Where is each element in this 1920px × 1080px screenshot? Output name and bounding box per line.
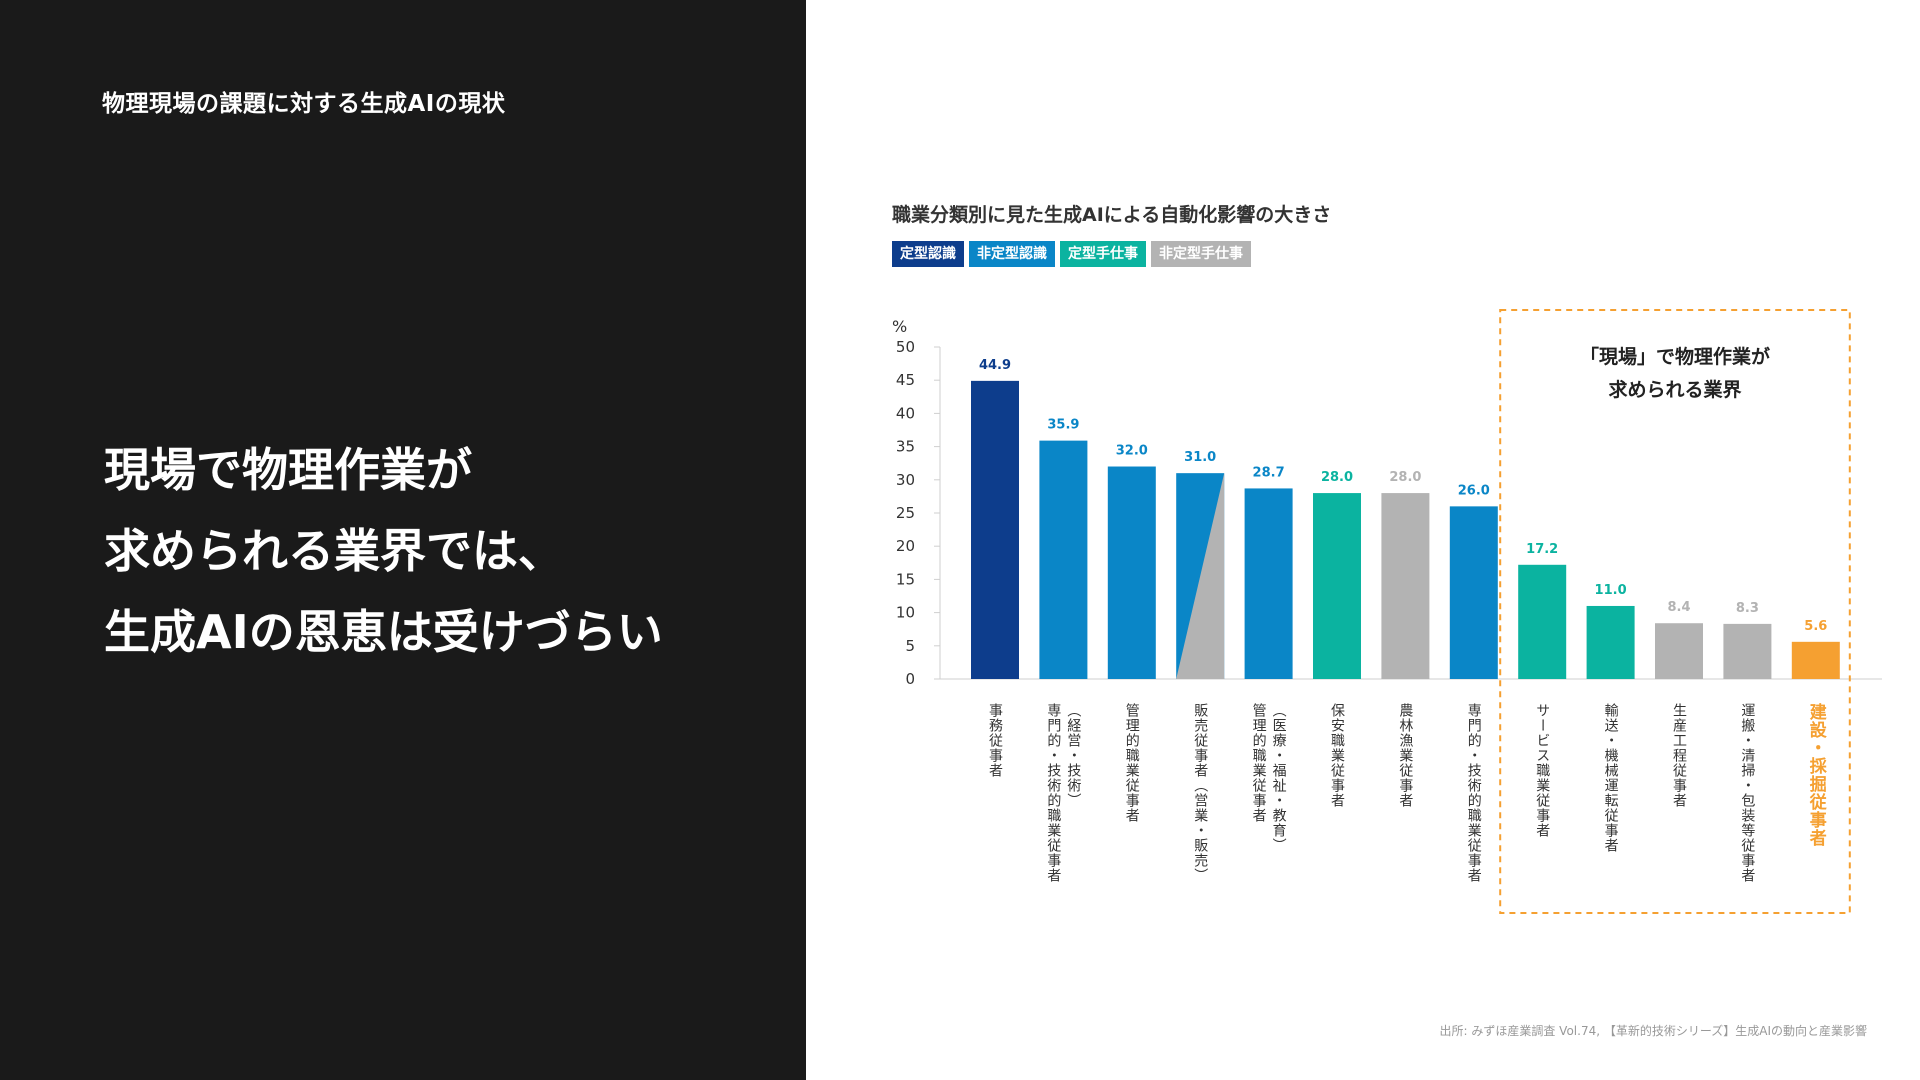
bar bbox=[1586, 605, 1635, 679]
bar-value-label: 44.9 bbox=[979, 358, 1011, 373]
bar-value-label: 32.0 bbox=[1116, 444, 1148, 459]
headline-line-3: 生成AIの恩恵は受けづらい bbox=[104, 605, 663, 659]
y-tick-label: 25 bbox=[896, 504, 915, 522]
bar-split-overlay bbox=[1176, 473, 1225, 679]
slide-label: 物理現場の課題に対する生成AIの現状 bbox=[102, 91, 506, 117]
bar bbox=[1518, 564, 1567, 679]
bar bbox=[1039, 440, 1088, 679]
category-label: 保安職業従事者 bbox=[1329, 703, 1345, 808]
y-tick-label: 15 bbox=[896, 570, 915, 588]
bar-value-label: 26.0 bbox=[1458, 483, 1490, 498]
chart-legend: 定型認識 非定型認識 定型手仕事 非定型手仕事 bbox=[892, 241, 1251, 267]
headline-line-1: 現場で物理作業が bbox=[104, 443, 472, 497]
bar-value-label: 28.0 bbox=[1321, 470, 1353, 485]
y-tick-label: 20 bbox=[896, 537, 915, 555]
category-label: 専門的・技術的職業従事者 bbox=[1045, 703, 1061, 883]
y-tick-label: 30 bbox=[896, 471, 915, 489]
annotation-box bbox=[1499, 309, 1851, 914]
category-label: （経営・技術） bbox=[1065, 703, 1081, 808]
left-panel: 物理現場の課題に対する生成AIの現状 現場で物理作業が 求められる業界では、 生… bbox=[0, 0, 806, 1080]
bar bbox=[1723, 623, 1772, 679]
y-tick-label: 0 bbox=[905, 670, 915, 688]
y-tick-label: 5 bbox=[905, 637, 915, 655]
annotation-label: 求められる業界 bbox=[1608, 378, 1741, 401]
category-label: 管理的職業従事者 bbox=[1251, 703, 1267, 823]
bar-value-label: 35.9 bbox=[1047, 418, 1079, 433]
y-tick-label: 10 bbox=[896, 604, 915, 622]
bar bbox=[1107, 466, 1156, 679]
category-label: 輸送・機械運転従事者 bbox=[1603, 703, 1619, 853]
y-axis-unit-label: % bbox=[892, 317, 907, 336]
category-label: 専門的・技術的職業従事者 bbox=[1466, 703, 1482, 883]
bar-value-label: 11.0 bbox=[1595, 583, 1627, 598]
headline: 現場で物理作業が 求められる業界では、 生成AIの恩恵は受けづらい bbox=[104, 430, 663, 673]
y-tick-label: 50 bbox=[896, 338, 915, 356]
category-label: （医療・福祉・教育） bbox=[1271, 703, 1287, 853]
category-label: 農林漁業従事者 bbox=[1397, 703, 1413, 808]
headline-line-2: 求められる業界では、 bbox=[104, 524, 564, 578]
bar bbox=[1791, 641, 1840, 679]
bar-value-label: 28.7 bbox=[1253, 465, 1285, 480]
bar-value-label: 31.0 bbox=[1184, 450, 1216, 465]
bar bbox=[1313, 493, 1361, 679]
y-tick-label: 40 bbox=[896, 404, 915, 422]
bar-value-label: 17.2 bbox=[1526, 542, 1558, 557]
category-label: 管理的職業従事者 bbox=[1124, 703, 1140, 823]
legend-routine-cognitive: 定型認識 bbox=[892, 241, 964, 267]
legend-nonroutine-manual: 非定型手仕事 bbox=[1151, 241, 1251, 267]
bar-value-label: 8.3 bbox=[1736, 601, 1759, 616]
legend-routine-manual: 定型手仕事 bbox=[1060, 241, 1146, 267]
chart-title: 職業分類別に見た生成AIによる自動化影響の大きさ bbox=[892, 204, 1332, 226]
y-tick-label: 35 bbox=[896, 438, 915, 456]
bar bbox=[971, 380, 1019, 679]
category-label: 販売従事者（営業・販売） bbox=[1192, 703, 1208, 883]
bar bbox=[1381, 493, 1430, 679]
category-label: 事務従事者 bbox=[987, 703, 1003, 778]
y-tick-label: 45 bbox=[896, 371, 915, 389]
category-label: 運搬・清掃・包装等従事者 bbox=[1739, 703, 1755, 883]
bar-value-label: 8.4 bbox=[1667, 600, 1690, 615]
bar bbox=[1244, 488, 1293, 679]
category-label: 生産工程従事者 bbox=[1671, 703, 1687, 808]
bar-value-label: 28.0 bbox=[1389, 470, 1421, 485]
legend-nonroutine-cognitive: 非定型認識 bbox=[969, 241, 1055, 267]
bar-value-label: 5.6 bbox=[1804, 619, 1827, 634]
annotation-label: 「現場」で物理作業が bbox=[1580, 345, 1770, 368]
bar bbox=[1449, 506, 1498, 679]
category-label: サービス職業従事者 bbox=[1534, 703, 1550, 838]
category-label: 建設・採掘従事者 bbox=[1806, 702, 1828, 847]
source-note: 出所: みずほ産業調査 Vol.74, 【革新的技術シリーズ】生成AIの動向と産… bbox=[1439, 1024, 1868, 1038]
bar bbox=[1655, 623, 1703, 679]
